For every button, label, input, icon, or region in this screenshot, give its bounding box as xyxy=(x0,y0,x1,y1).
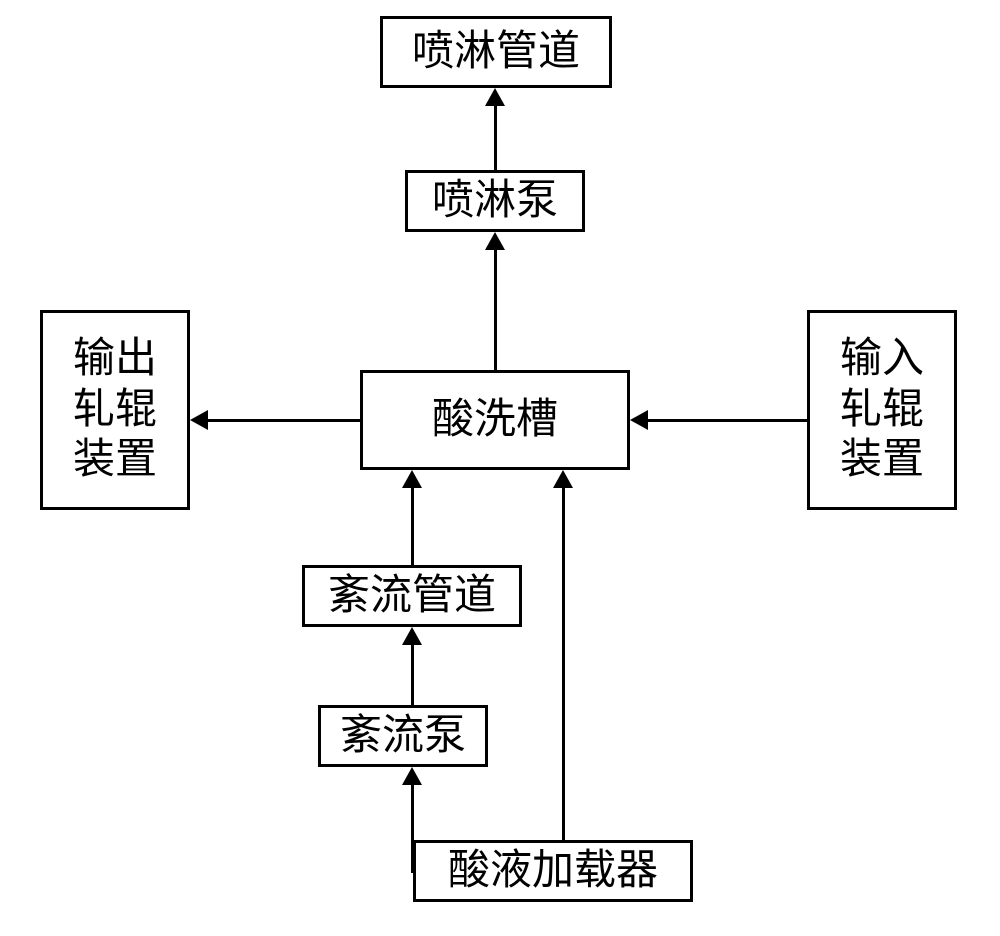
arrow-line xyxy=(411,488,414,565)
arrow-head-icon xyxy=(402,627,422,645)
turbulent-pipe-box: 紊流管道 xyxy=(302,565,522,627)
arrow-line xyxy=(494,250,497,370)
turbulent-pump-label: 紊流泵 xyxy=(340,711,466,761)
arrow-line xyxy=(411,785,414,873)
arrow-line xyxy=(411,870,416,873)
arrow-line xyxy=(562,488,565,840)
arrow-head-icon xyxy=(485,232,505,250)
acid-loader-label: 酸液加载器 xyxy=(448,846,658,896)
acid-loader-box: 酸液加载器 xyxy=(413,840,693,902)
arrow-head-icon xyxy=(485,88,505,106)
arrow-line xyxy=(494,106,497,170)
output-roller-box: 输出 轧辊 装置 xyxy=(40,310,190,510)
arrow-head-icon xyxy=(190,410,208,430)
pickling-tank-label: 酸洗槽 xyxy=(432,395,558,445)
spray-pump-box: 喷淋泵 xyxy=(405,170,585,232)
turbulent-pipe-label: 紊流管道 xyxy=(328,571,496,621)
spray-pump-label: 喷淋泵 xyxy=(432,176,558,226)
arrow-head-icon xyxy=(630,410,648,430)
input-roller-box: 输入 轧辊 装置 xyxy=(807,310,957,510)
turbulent-pump-box: 紊流泵 xyxy=(318,705,488,767)
arrow-line xyxy=(411,645,414,705)
input-roller-label: 输入 轧辊 装置 xyxy=(840,334,924,485)
output-roller-label: 输出 轧辊 装置 xyxy=(73,334,157,485)
arrow-head-icon xyxy=(402,470,422,488)
spray-pipe-label: 喷淋管道 xyxy=(412,27,580,77)
arrow-line xyxy=(648,419,807,422)
arrow-head-icon xyxy=(402,767,422,785)
spray-pipe-box: 喷淋管道 xyxy=(380,16,612,88)
arrow-line xyxy=(208,419,360,422)
arrow-head-icon xyxy=(553,470,573,488)
pickling-tank-box: 酸洗槽 xyxy=(360,370,630,470)
